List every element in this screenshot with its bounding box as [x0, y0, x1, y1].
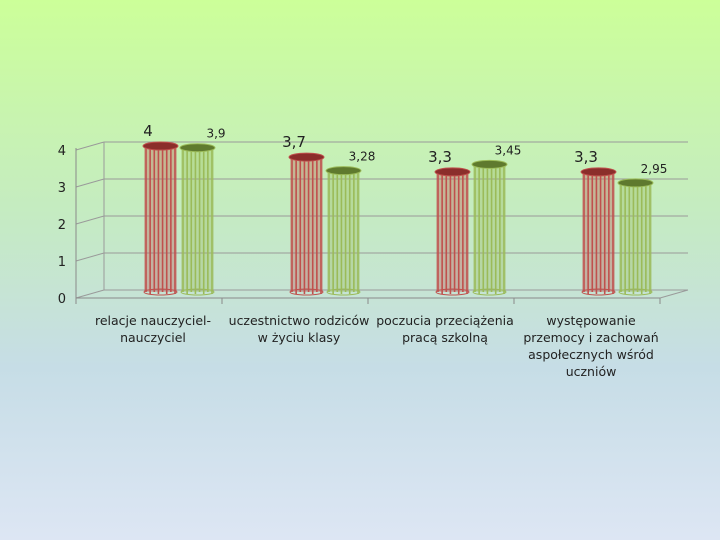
data-label: 3,45 — [495, 143, 522, 157]
bar-cap — [142, 141, 179, 151]
bar — [142, 141, 179, 296]
bar-base — [472, 288, 507, 296]
bar — [471, 159, 508, 296]
data-label: 2,95 — [641, 162, 668, 176]
bar-cap — [325, 166, 362, 176]
category-label: uczestnictwo rodziców w życiu klasy — [229, 313, 370, 345]
bar-cap — [471, 159, 508, 169]
data-label: 3,3 — [428, 148, 452, 166]
bar-base — [326, 288, 361, 296]
category-label-line: występowanie — [546, 313, 636, 328]
bar-body — [473, 164, 506, 292]
gridlines — [75, 141, 688, 299]
bar-cap — [288, 152, 325, 162]
category-label-line: przemocy i zachowań — [523, 330, 658, 345]
gridline-depth — [75, 215, 105, 225]
bar-body — [619, 182, 652, 292]
bar — [179, 143, 216, 296]
y-tick-label: 1 — [58, 255, 66, 270]
bar-cap — [580, 167, 617, 177]
y-tick-label: 2 — [58, 218, 66, 233]
bar-body — [582, 171, 615, 292]
bar-base — [180, 288, 215, 296]
bar — [434, 167, 471, 296]
data-label: 3,9 — [206, 127, 225, 141]
bars — [142, 141, 654, 296]
bar-base — [581, 288, 616, 296]
category-label: relacje nauczyciel-nauczyciel — [95, 313, 211, 345]
bar-base — [143, 288, 178, 296]
category-label-line: uczestnictwo rodziców — [229, 313, 370, 328]
bar-body — [181, 147, 214, 292]
category-label: występowanie przemocy i zachowań aspołeczn… — [523, 313, 658, 379]
bar-cap — [434, 167, 471, 177]
category-label-line: nauczyciel — [120, 330, 186, 345]
gridline-depth — [75, 141, 105, 151]
bar — [325, 166, 362, 296]
data-label: 3,28 — [349, 150, 376, 164]
bar-body — [436, 171, 469, 292]
gridline-depth — [75, 289, 105, 299]
y-tick-label: 4 — [58, 144, 66, 159]
category-label-line: uczniów — [566, 364, 617, 379]
data-label: 4 — [143, 122, 153, 140]
category-label: poczucia przeciążenia pracą szkolną — [376, 313, 514, 345]
bar — [580, 167, 617, 296]
bar-base — [289, 288, 324, 296]
bar-base — [618, 288, 653, 296]
bar-body — [290, 157, 323, 292]
category-label-line: poczucia przeciążenia — [376, 313, 514, 328]
bar-base — [435, 288, 470, 296]
bar-cap — [179, 143, 216, 153]
floor-right-edge — [659, 289, 689, 299]
gridline-depth — [75, 252, 105, 262]
y-tick-label: 0 — [58, 292, 66, 307]
gridline-depth — [75, 178, 105, 188]
y-tick-label: 3 — [58, 181, 66, 196]
category-label-line: w życiu klasy — [258, 330, 341, 345]
data-label: 3,7 — [282, 133, 306, 151]
data-label: 3,3 — [574, 148, 598, 166]
bar-body — [144, 146, 177, 292]
labels: 0 1 2 3 4 4 3,7 3,3 3,3 3,9 3,28 3,45 2,95 relacje na… — [58, 122, 668, 379]
bar — [617, 178, 654, 296]
axes — [75, 142, 689, 304]
category-label-line: pracą szkolną — [402, 330, 488, 345]
category-label-line: aspołecznych wśród — [528, 347, 654, 362]
bar — [288, 152, 325, 296]
bar-body — [327, 170, 360, 292]
bar-cap — [617, 178, 654, 188]
category-label-line: relacje nauczyciel- — [95, 313, 211, 328]
